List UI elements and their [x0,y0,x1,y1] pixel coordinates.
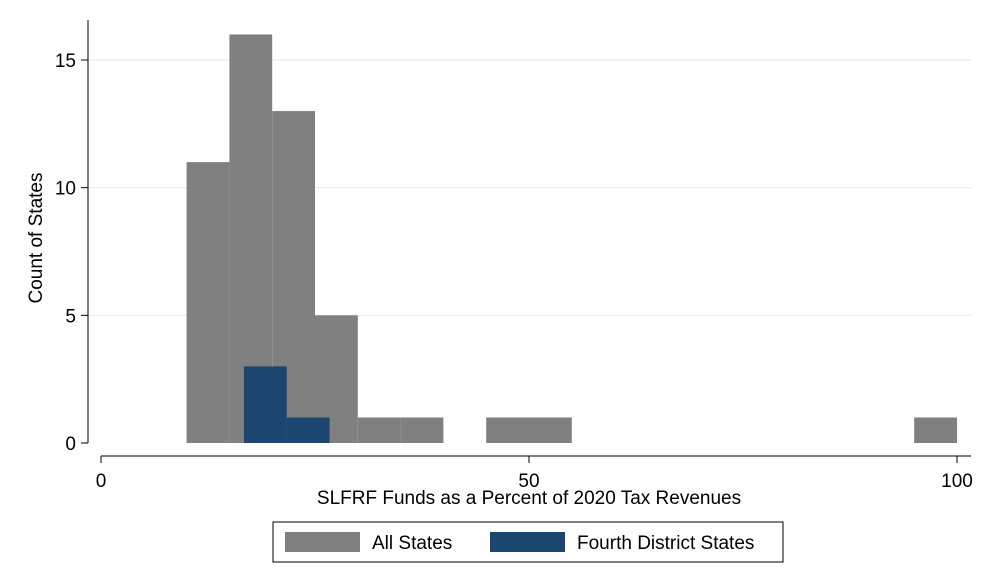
y-tick-label-5: 5 [65,306,76,327]
x-tick-label-50: 50 [518,471,539,492]
bar-all-states-7 [529,417,572,443]
y-tick-label-0: 0 [65,434,76,455]
bar-all-states-8 [914,417,957,443]
bar-fourth-district-0 [243,366,287,443]
axes [87,20,971,457]
x-tick-label-100: 100 [941,471,973,492]
bar-all-states-4 [357,417,401,443]
legend-label-all-states: All States [372,533,452,554]
ticks: 0 5 10 15 0 50 100 [55,51,973,492]
legend: All States Fourth District States [272,521,784,563]
bars [186,34,957,444]
x-axis-label: SLFRF Funds as a Percent of 2020 Tax Rev… [317,488,741,509]
bar-all-states-6 [486,417,529,443]
bar-fourth-district-1 [286,417,330,443]
y-tick-label-15: 15 [55,51,76,72]
legend-swatch-all-states [285,532,360,552]
y-axis-label: Count of States [26,173,47,304]
legend-swatch-fourth-district-states [490,532,565,552]
bar-all-states-5 [400,417,444,443]
x-tick-label-0: 0 [96,471,107,492]
legend-label-fourth-district-states: Fourth District States [577,533,754,554]
bar-all-states-0 [186,162,230,443]
y-tick-label-10: 10 [55,179,76,200]
